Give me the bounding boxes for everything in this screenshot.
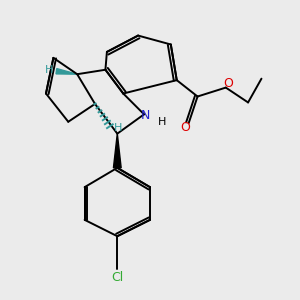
Polygon shape	[56, 69, 77, 74]
Text: H: H	[113, 123, 122, 133]
Text: O: O	[223, 76, 233, 90]
Text: Cl: Cl	[111, 271, 123, 284]
Text: O: O	[181, 121, 190, 134]
Text: H: H	[44, 65, 53, 75]
Polygon shape	[113, 134, 121, 168]
Text: H: H	[158, 117, 166, 127]
Text: N: N	[141, 109, 150, 122]
